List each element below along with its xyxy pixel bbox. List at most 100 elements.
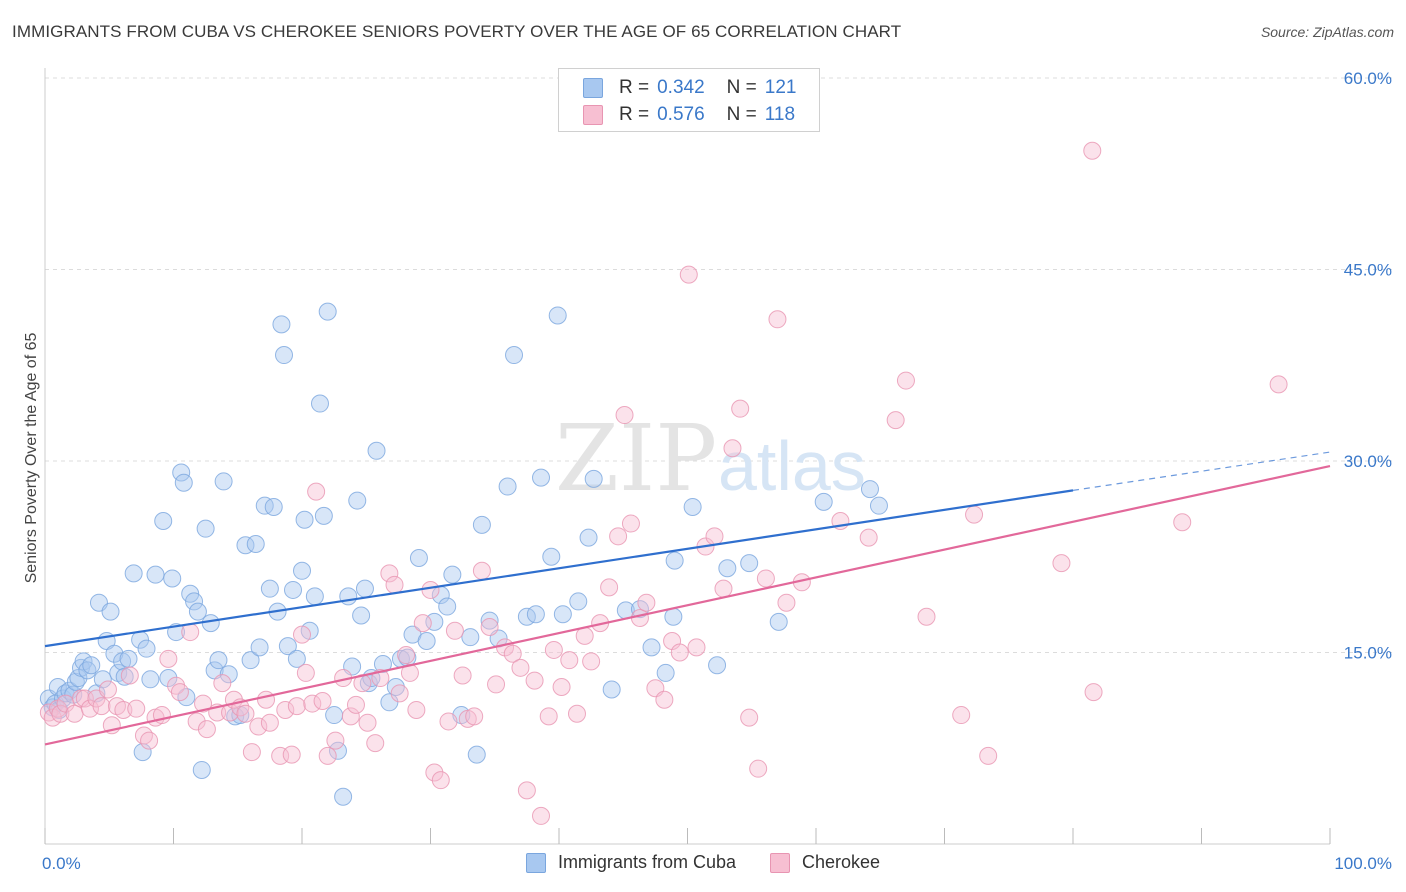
- cuba-point: [708, 656, 727, 675]
- cuba-point: [192, 760, 211, 779]
- series-legend-cuba: Immigrants from Cuba: [525, 852, 736, 873]
- legend-swatch-cherokee: [583, 105, 603, 125]
- cuba-point: [275, 346, 294, 365]
- cuba-point: [409, 549, 428, 568]
- cherokee-point: [51, 704, 70, 723]
- cuba-point: [526, 605, 545, 624]
- cherokee-point: [756, 569, 775, 588]
- legend-n-value: 118: [764, 104, 796, 125]
- cuba-point: [287, 649, 306, 668]
- cherokee-point: [979, 746, 998, 765]
- cherokee-point: [257, 690, 276, 709]
- cherokee-point: [260, 713, 279, 732]
- cherokee-point: [1083, 141, 1102, 160]
- cherokee-point: [127, 699, 146, 718]
- cherokee-point: [472, 561, 491, 580]
- cuba-point: [124, 564, 143, 583]
- cuba-point: [334, 787, 353, 806]
- cuba-point: [219, 665, 238, 684]
- cuba-point: [461, 628, 480, 647]
- cherokee-point: [341, 707, 360, 726]
- cuba-point: [201, 614, 220, 633]
- cuba-point: [272, 315, 291, 334]
- cuba-point: [119, 649, 138, 668]
- cherokee-point: [397, 646, 416, 665]
- cuba-point: [293, 561, 311, 580]
- cherokee-point: [749, 759, 768, 778]
- cuba-point: [305, 587, 324, 606]
- cherokee-point: [687, 638, 706, 657]
- legend-n-label: N =: [726, 104, 757, 125]
- cuba-point: [196, 519, 215, 538]
- cuba-trend-extension: [1072, 451, 1331, 491]
- cherokee-point: [768, 310, 787, 329]
- cherokee-point: [1173, 513, 1192, 532]
- cuba-point: [769, 612, 788, 631]
- watermark-atlas: atlas: [718, 427, 866, 505]
- cuba-trend-line: [44, 489, 1074, 648]
- chart-title: IMMIGRANTS FROM CUBA VS CHEROKEE SENIORS…: [12, 22, 902, 41]
- watermark: ZIP atlas: [555, 405, 866, 512]
- cuba-point: [48, 677, 67, 696]
- gridlines: [45, 77, 1392, 653]
- cherokee-point: [407, 700, 426, 719]
- cuba-point: [137, 639, 156, 658]
- cuba-point: [260, 579, 279, 598]
- cuba-point: [602, 680, 621, 699]
- cherokee-point: [249, 717, 268, 736]
- cuba-point: [542, 547, 561, 566]
- cherokee-point: [552, 677, 571, 696]
- x-tick-label: 100.0%: [1334, 854, 1392, 873]
- cherokee-point: [92, 697, 111, 716]
- cuba-point: [174, 473, 193, 492]
- cuba-point: [159, 669, 178, 688]
- cherokee-point: [71, 689, 90, 708]
- cherokee-point: [582, 652, 601, 671]
- cherokee-point: [236, 704, 255, 723]
- cuba-point: [642, 638, 661, 657]
- cherokee-point: [965, 505, 984, 524]
- cherokee-point: [303, 694, 322, 713]
- cuba-point: [314, 506, 333, 525]
- cherokee-point: [170, 683, 189, 702]
- cuba-point: [214, 472, 233, 491]
- cuba-point: [278, 637, 297, 656]
- cuba-point: [352, 606, 371, 625]
- cuba-point: [417, 632, 436, 651]
- cuba-point: [480, 611, 499, 630]
- cherokee-point: [511, 658, 530, 677]
- legend-r-value: 0.576: [657, 104, 705, 125]
- data-points: [39, 141, 1288, 825]
- cherokee-point: [282, 745, 301, 764]
- cherokee-point: [326, 731, 345, 750]
- cuba-point: [105, 644, 124, 663]
- series-swatch-cherokee: [770, 852, 790, 873]
- cuba-point: [569, 592, 588, 611]
- cherokee-point: [413, 614, 432, 633]
- cuba-point: [255, 496, 274, 515]
- cherokee-point: [213, 674, 232, 693]
- cherokee-point: [532, 806, 551, 825]
- cuba-point: [548, 306, 567, 325]
- cherokee-point: [346, 695, 365, 714]
- cherokee-point: [740, 708, 759, 727]
- cherokee-point: [390, 684, 409, 703]
- legend-row-cherokee: R = 0.576 N = 118: [583, 103, 795, 127]
- cuba-point: [82, 656, 101, 675]
- cherokee-point: [313, 692, 332, 711]
- cherokee-point: [197, 720, 216, 739]
- cherokee-point: [615, 406, 634, 425]
- cherokee-point: [714, 579, 733, 598]
- legend-n-label: N =: [726, 77, 757, 98]
- y-tick-label: 45.0%: [1344, 261, 1392, 280]
- cuba-point: [740, 554, 759, 573]
- cherokee-point: [1269, 375, 1288, 394]
- cherokee-point: [358, 713, 377, 732]
- cherokee-point: [140, 731, 159, 750]
- cherokee-point: [421, 580, 440, 599]
- cherokee-point: [777, 593, 796, 612]
- cherokee-point: [723, 439, 742, 458]
- cuba-point: [325, 706, 344, 725]
- tick-labels: 15.0% 30.0% 45.0% 60.0% 0.0% 100.0%: [42, 69, 1392, 873]
